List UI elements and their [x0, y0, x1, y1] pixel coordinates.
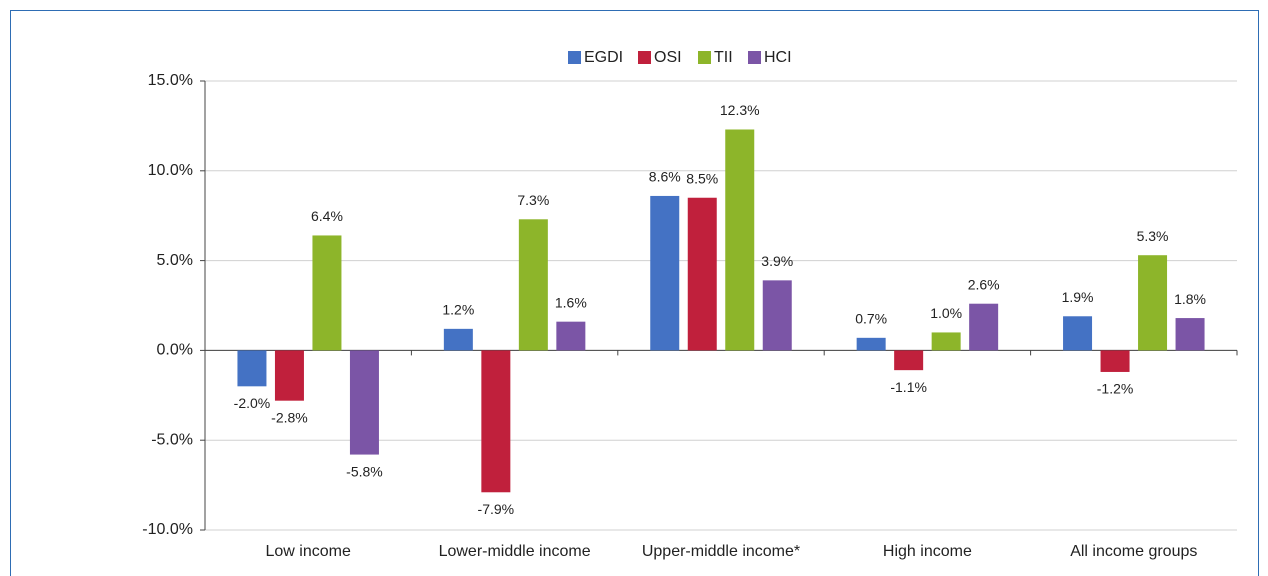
bar: [274, 350, 304, 401]
data-label: 2.6%: [968, 276, 1000, 292]
data-label: 3.9%: [761, 253, 793, 269]
x-tick-label: Lower-middle income: [439, 543, 591, 560]
bar: [556, 321, 586, 351]
bar: [969, 303, 999, 351]
y-tick-label: -10.0%: [142, 521, 193, 538]
y-tick-label: 0.0%: [157, 342, 193, 359]
bar: [1100, 350, 1130, 372]
data-label: 6.4%: [311, 208, 343, 224]
x-tick-label: Upper-middle income*: [642, 543, 800, 560]
bar: [443, 328, 473, 351]
data-label: 1.6%: [555, 294, 587, 310]
legend-swatch: [698, 51, 711, 64]
y-tick-label: 5.0%: [157, 252, 193, 269]
data-label: 8.6%: [649, 169, 681, 185]
data-label: 7.3%: [517, 192, 549, 208]
bar: [931, 332, 961, 351]
x-tick-label: Low income: [266, 543, 351, 560]
bar: [237, 350, 267, 387]
bar: [1063, 316, 1093, 351]
data-label: 8.5%: [686, 170, 718, 186]
data-label: 12.3%: [720, 102, 760, 118]
bar: [856, 337, 886, 351]
legend-label: TII: [714, 49, 733, 66]
data-label: 1.8%: [1174, 291, 1206, 307]
data-label: -5.8%: [346, 463, 383, 479]
data-label: 1.2%: [442, 302, 474, 318]
bar: [1138, 255, 1168, 351]
data-label: 1.9%: [1062, 289, 1094, 305]
data-label: -2.8%: [271, 409, 308, 425]
y-tick-label: 10.0%: [148, 162, 193, 179]
legend-label: EGDI: [584, 49, 623, 66]
bar: [1175, 318, 1205, 351]
frame: [10, 10, 1259, 576]
bar: [349, 350, 379, 455]
legend-label: OSI: [654, 49, 682, 66]
data-label: -7.9%: [478, 501, 515, 517]
legend-swatch: [638, 51, 651, 64]
bar: [650, 195, 680, 351]
bar: [518, 219, 548, 351]
legend-swatch: [568, 51, 581, 64]
data-label: -1.1%: [890, 379, 927, 395]
data-label: -1.2%: [1097, 381, 1134, 397]
x-tick-label: High income: [883, 543, 972, 560]
y-tick-label: 15.0%: [148, 72, 193, 89]
data-label: 5.3%: [1137, 228, 1169, 244]
x-tick-label: All income groups: [1070, 543, 1197, 560]
data-label: -2.0%: [234, 395, 271, 411]
data-label: 1.0%: [930, 305, 962, 321]
bar: [312, 235, 342, 351]
legend-swatch: [748, 51, 761, 64]
y-tick-label: -5.0%: [151, 431, 193, 448]
bar: [481, 350, 511, 493]
legend-label: HCI: [764, 49, 792, 66]
bar: [762, 280, 792, 351]
bar: [725, 129, 755, 351]
data-label: 0.7%: [855, 311, 887, 327]
bar: [894, 350, 924, 371]
bar: [687, 197, 717, 351]
